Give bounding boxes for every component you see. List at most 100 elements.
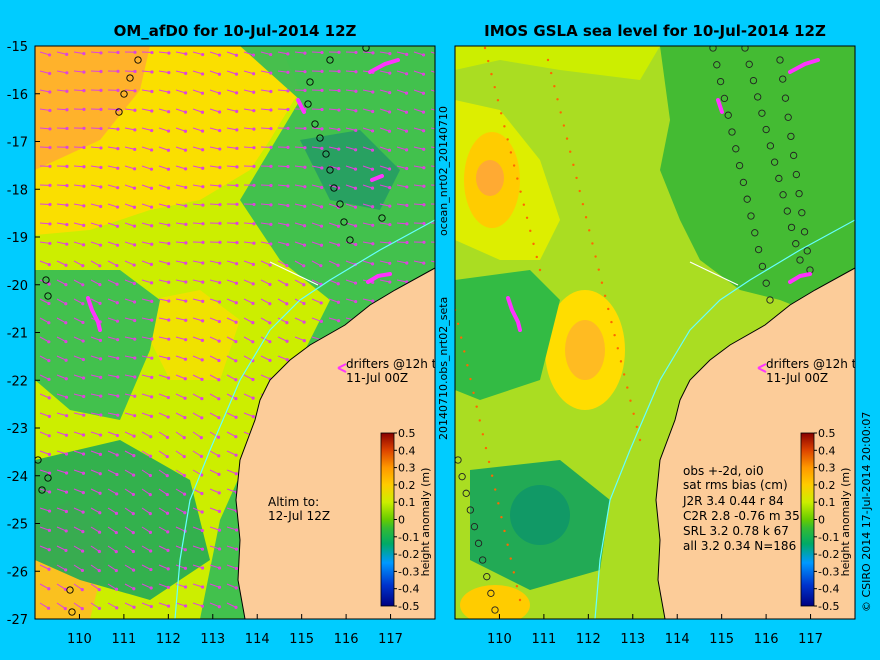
wind-arrow xyxy=(226,336,237,343)
wind-arrow-head xyxy=(354,242,358,247)
altimetry-marker xyxy=(479,556,487,564)
right-drifters-line2: 11-Jul 00Z xyxy=(766,371,828,385)
wind-arrow xyxy=(141,526,151,533)
wind-arrow xyxy=(209,412,220,419)
wind-arrow xyxy=(209,545,220,550)
wind-arrow xyxy=(209,583,220,588)
wind-arrow-head xyxy=(99,394,103,398)
x-tick-label: 117 xyxy=(798,632,823,647)
wind-arrow xyxy=(362,203,373,208)
wind-arrow-head xyxy=(200,510,204,514)
wind-arrow-head xyxy=(319,301,323,305)
altimetry-marker xyxy=(713,61,721,69)
wind-arrow xyxy=(39,260,50,266)
wind-arrow xyxy=(226,507,237,512)
wind-arrow-head xyxy=(182,492,187,496)
wind-arrow xyxy=(73,488,84,494)
wind-arrow-head xyxy=(132,605,136,609)
wind-arrow xyxy=(396,89,407,94)
wind-arrow xyxy=(243,89,254,93)
wind-arrow xyxy=(345,108,356,112)
wind-arrow-head xyxy=(80,568,85,573)
y-tick-label: -24 xyxy=(7,470,28,485)
wind-arrow xyxy=(56,70,67,74)
wind-arrow xyxy=(73,469,84,474)
right-colorbar-ticks: 0.5 0.4 0.3 0.2 0.1 0 -0.1 -0.2 -0.3 -0.4 -0.5 xyxy=(814,427,839,613)
wind-arrow-head xyxy=(353,167,358,171)
wind-arrow xyxy=(56,374,67,380)
wind-arrow xyxy=(209,431,219,438)
wind-arrow xyxy=(192,165,203,169)
wind-arrow-head xyxy=(439,472,442,475)
wind-arrow-head xyxy=(149,567,153,572)
wind-arrow-head xyxy=(81,376,86,380)
wind-arrow xyxy=(328,298,339,303)
wind-arrow-head xyxy=(439,91,442,94)
left-x-ticks: 110 111 112 113 114 115 116 117 xyxy=(67,614,403,647)
altimetry-marker xyxy=(466,506,474,514)
wind-arrow-head xyxy=(252,109,256,113)
right-x-ticks: 110 111 112 113 114 115 116 117 xyxy=(487,614,823,647)
wind-arrow-head xyxy=(201,52,205,57)
wind-arrow xyxy=(328,89,340,92)
wind-arrow xyxy=(209,51,220,56)
obs-marker xyxy=(42,276,50,284)
wind-arrow-head xyxy=(64,283,68,287)
wind-arrow xyxy=(39,583,50,590)
wind-arrow xyxy=(396,165,407,169)
wind-arrow-head xyxy=(234,301,238,305)
wind-arrow-head xyxy=(116,338,120,342)
wind-arrow-head xyxy=(354,299,358,304)
wind-arrow xyxy=(413,70,424,75)
wind-arrow xyxy=(243,260,254,265)
altimetry-marker xyxy=(779,75,787,83)
wind-arrow-head xyxy=(48,127,52,131)
wind-arrow-head xyxy=(336,263,340,267)
wind-arrow-head xyxy=(166,585,170,590)
altimetry-marker xyxy=(470,523,479,531)
wind-arrow xyxy=(90,51,102,54)
obs-marker xyxy=(306,78,314,86)
side-label-run: ocean_nrt02_20140710 xyxy=(437,106,450,236)
wind-arrow xyxy=(56,431,67,436)
wind-arrow-head xyxy=(388,204,392,208)
wind-arrow xyxy=(362,165,373,170)
wind-arrow-head xyxy=(81,433,86,437)
wind-arrow xyxy=(158,279,169,283)
wind-arrow-head xyxy=(252,90,256,94)
wind-arrow xyxy=(277,70,288,73)
wind-arrow-head xyxy=(131,512,135,516)
wind-arrow xyxy=(39,89,50,93)
wind-arrow-head xyxy=(166,376,171,380)
wind-arrow-head xyxy=(336,186,341,190)
wind-arrow xyxy=(243,317,254,324)
wind-arrow xyxy=(107,583,117,590)
wind-arrow xyxy=(73,450,84,455)
wind-arrow xyxy=(379,51,390,55)
altimetry-dot xyxy=(572,163,575,167)
wind-arrow xyxy=(209,89,220,94)
wind-arrow-head xyxy=(251,301,255,305)
wind-arrow-head xyxy=(337,69,341,73)
wind-arrow-head xyxy=(336,300,341,304)
wind-arrow-head xyxy=(97,530,102,534)
wind-arrow-head xyxy=(286,203,290,208)
left-colorbar: 0.5 0.4 0.3 0.2 0.1 0 -0.1 -0.2 -0.3 -0.4 -0.5 hei… xyxy=(380,427,432,613)
wind-arrow-head xyxy=(405,261,409,265)
wind-arrow-head xyxy=(166,186,171,190)
wind-arrow-head xyxy=(286,70,290,74)
wind-arrow xyxy=(107,222,118,227)
wind-arrow-head xyxy=(183,548,187,552)
wind-arrow xyxy=(379,241,390,244)
wind-arrow-head xyxy=(303,204,307,208)
wind-arrow-head xyxy=(252,146,256,150)
wind-arrow-head xyxy=(184,241,188,245)
wind-arrow-head xyxy=(439,567,442,570)
wind-arrow xyxy=(192,51,203,56)
wind-arrow xyxy=(158,127,169,132)
wind-arrow-head xyxy=(80,607,84,611)
colorbar-tick-label: 0.2 xyxy=(398,479,416,492)
obs-marker xyxy=(362,46,370,52)
wind-arrow-head xyxy=(64,321,68,325)
wind-arrow xyxy=(396,127,407,132)
